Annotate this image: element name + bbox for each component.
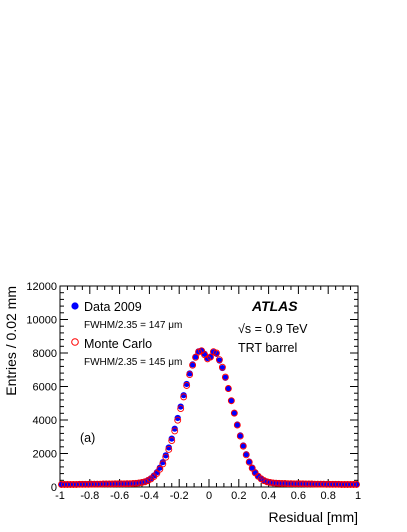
mc-point bbox=[171, 427, 179, 435]
mc-point bbox=[186, 371, 194, 379]
x-tick-label: 1 bbox=[355, 490, 361, 502]
energy-label: √s = 0.9 TeV bbox=[238, 322, 308, 336]
mc-point bbox=[177, 405, 185, 413]
y-tick-label: 0 bbox=[51, 482, 57, 494]
x-axis-title: Residual [mm] bbox=[269, 509, 358, 525]
legend-data-label: Data 2009 bbox=[84, 300, 142, 314]
mc-point bbox=[239, 442, 247, 450]
x-tick-label: -0.8 bbox=[80, 490, 99, 502]
mc-point bbox=[189, 361, 197, 369]
x-tick-label: 0.8 bbox=[321, 490, 336, 502]
mc-point bbox=[233, 421, 241, 429]
data-point bbox=[231, 409, 238, 416]
mc-point bbox=[192, 353, 200, 361]
legend-mc-label: Monte Carlo bbox=[84, 337, 152, 351]
mc-point bbox=[183, 382, 191, 389]
atlas-label: ATLAS bbox=[251, 298, 298, 314]
mc-point bbox=[230, 409, 238, 417]
mc-point bbox=[221, 373, 229, 381]
x-tick-labels: -1 -0.8 -0.6 -0.4 -0.2 0 0.2 0.4 0.6 0.8 1 bbox=[55, 490, 361, 502]
data-point bbox=[168, 435, 175, 442]
legend-mc-marker bbox=[71, 338, 79, 346]
data-point bbox=[177, 403, 184, 410]
legend-data-fwhm: FWHM/2.35 = 147 μm bbox=[84, 320, 182, 331]
y-tick-label: 6000 bbox=[33, 382, 57, 394]
mc-point bbox=[215, 356, 223, 364]
mc-point bbox=[168, 437, 176, 445]
data-point bbox=[171, 425, 178, 432]
mc-point bbox=[174, 416, 182, 424]
x-tick-label: 0.2 bbox=[231, 490, 246, 502]
x-tick-label: 0 bbox=[206, 490, 212, 502]
mc-point bbox=[180, 393, 188, 401]
mc-point bbox=[141, 478, 149, 486]
x-tick-label: 0.4 bbox=[261, 490, 276, 502]
mc-point bbox=[138, 479, 146, 486]
data-point bbox=[234, 421, 241, 428]
mc-point bbox=[218, 363, 226, 371]
mc-point bbox=[162, 453, 170, 461]
y-tick-label: 8000 bbox=[33, 348, 57, 360]
detector-label: TRT barrel bbox=[238, 341, 297, 355]
y-tick-labels: 0 2000 4000 6000 8000 10000 12000 bbox=[26, 281, 57, 494]
x-tick-label: -1 bbox=[55, 490, 65, 502]
data-point bbox=[174, 414, 181, 422]
data-point bbox=[159, 459, 166, 466]
mc-point bbox=[207, 353, 214, 361]
data-point bbox=[228, 397, 235, 404]
mc-point bbox=[236, 432, 244, 440]
data-point bbox=[180, 392, 187, 399]
mc-point bbox=[350, 481, 357, 488]
data-point bbox=[207, 353, 214, 360]
y-tick-label: 2000 bbox=[33, 449, 57, 461]
mc-point bbox=[156, 465, 164, 473]
mc-point bbox=[353, 481, 360, 488]
data-point bbox=[225, 385, 232, 392]
legend-data-marker bbox=[71, 302, 79, 310]
y-axis-title: Entries / 0.02 mm bbox=[3, 286, 19, 396]
mc-point bbox=[195, 348, 203, 356]
y-tick-label: 12000 bbox=[26, 281, 57, 293]
x-tick-label: -0.6 bbox=[110, 490, 129, 502]
mc-point bbox=[227, 397, 235, 405]
mc-point bbox=[260, 477, 268, 485]
mc-point bbox=[165, 446, 173, 453]
legend-mc-fwhm: FWHM/2.35 = 145 μm bbox=[84, 357, 182, 368]
mc-point bbox=[245, 458, 253, 466]
y-tick-label: 10000 bbox=[26, 315, 57, 327]
mc-point bbox=[242, 451, 250, 459]
data-point bbox=[162, 452, 169, 459]
legend: Data 2009 FWHM/2.35 = 147 μm Monte Carlo… bbox=[71, 300, 182, 368]
x-tick-label: -0.2 bbox=[170, 490, 189, 502]
mc-point bbox=[224, 385, 232, 392]
panel-label: (a) bbox=[80, 431, 95, 445]
mc-point bbox=[212, 349, 220, 357]
x-tick-label: -0.4 bbox=[140, 490, 159, 502]
data-point bbox=[165, 444, 172, 451]
x-tick-label: 0.6 bbox=[291, 490, 306, 502]
mc-series-markers bbox=[58, 347, 360, 488]
y-tick-label: 4000 bbox=[33, 415, 57, 427]
mc-point bbox=[159, 460, 167, 468]
